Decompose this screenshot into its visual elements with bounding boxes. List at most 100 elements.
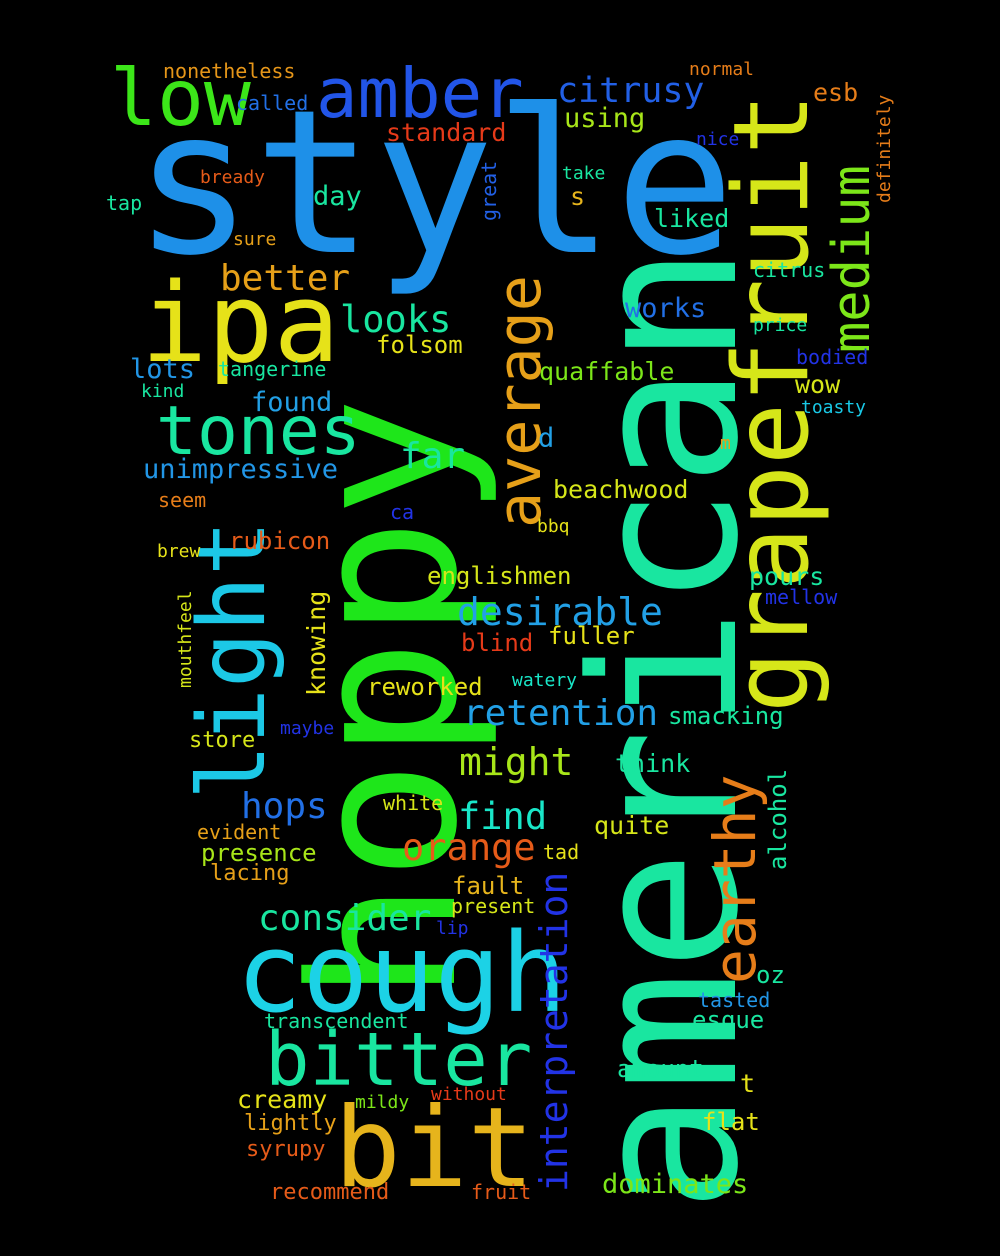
word-interpretation: interpretation: [532, 871, 576, 1192]
word-pours: pours: [749, 562, 825, 591]
word-nonetheless: nonetheless: [163, 59, 296, 83]
word-great: great: [477, 160, 501, 221]
word-mouthfeel: mouthfeel: [175, 590, 196, 688]
word-d: d: [538, 423, 555, 454]
word-syrupy: syrupy: [246, 1137, 326, 1162]
word-rubicon: rubicon: [229, 527, 331, 555]
word-present: present: [451, 894, 536, 918]
word-oz: oz: [756, 961, 785, 989]
word-citrus: citrus: [753, 258, 826, 282]
word-seem: seem: [158, 488, 207, 512]
word-fault: fault: [452, 872, 525, 900]
word-take: take: [562, 163, 606, 184]
word-desirable: desirable: [457, 590, 663, 634]
word-esque: esque: [692, 1006, 765, 1034]
word-unimpressive: unimpressive: [143, 454, 339, 485]
word-blind: blind: [461, 629, 534, 657]
word-smacking: smacking: [668, 702, 784, 730]
word-nice: nice: [696, 129, 740, 150]
word-cough: cough: [236, 909, 568, 1037]
word-amber: amber: [316, 54, 524, 134]
word-lightly: lightly: [244, 1111, 337, 1136]
word-mellow: mellow: [765, 585, 838, 609]
word-bodied: bodied: [796, 345, 869, 369]
word-t: t: [740, 1069, 756, 1098]
word-recommend: recommend: [270, 1180, 390, 1205]
word-brew: brew: [157, 541, 201, 562]
word-citrusy: citrusy: [557, 71, 705, 111]
word-englishmen: englishmen: [427, 562, 572, 590]
word-day: day: [313, 181, 362, 212]
word-ca: ca: [390, 500, 415, 524]
word-dominates: dominates: [602, 1169, 749, 1200]
word-store: store: [189, 728, 256, 753]
word-retention: retention: [463, 693, 659, 734]
word-creamy: creamy: [237, 1085, 328, 1114]
word-m: m: [720, 433, 731, 454]
word-bbq: bbq: [537, 516, 570, 537]
word-works: works: [625, 293, 707, 324]
word-fuller: fuller: [548, 622, 635, 650]
word-far: far: [400, 436, 466, 477]
word-definitely: definitely: [874, 94, 895, 203]
word-presence: presence: [201, 839, 317, 867]
word-normal: normal: [689, 59, 755, 80]
word-evident: evident: [197, 820, 282, 844]
word-mildy: mildy: [355, 1092, 410, 1113]
word-tasted: tasted: [698, 988, 771, 1012]
word-amount: amount: [617, 1055, 704, 1083]
word-maybe: maybe: [280, 718, 335, 739]
word-better: better: [220, 258, 351, 299]
word-low: low: [110, 54, 251, 144]
word-quite: quite: [594, 811, 670, 840]
word-reworked: reworked: [367, 673, 483, 701]
word-consider: consider: [258, 898, 432, 939]
word-looks: looks: [340, 298, 452, 341]
word-standard: standard: [386, 118, 507, 147]
word-folsom: folsom: [376, 331, 463, 359]
word-tangerine: tangerine: [218, 357, 327, 381]
word-watery: watery: [512, 670, 578, 691]
word-find: find: [458, 795, 548, 838]
word-liked: liked: [654, 204, 730, 233]
word-alcohol: alcohol: [764, 768, 792, 870]
word-lip: lip: [436, 918, 469, 939]
word-beachwood: beachwood: [553, 475, 689, 504]
word-think: think: [615, 749, 691, 778]
word-sure: sure: [233, 229, 277, 250]
word-using: using: [564, 103, 646, 134]
word-bready: bready: [200, 167, 266, 188]
word-light: light: [178, 520, 286, 800]
word-tones: tones: [156, 392, 361, 471]
word-called: called: [236, 91, 309, 115]
word-wow: wow: [795, 370, 841, 399]
word-esb: esb: [813, 78, 859, 107]
word-tad: tad: [543, 840, 580, 864]
word-found: found: [251, 387, 333, 418]
word-price: price: [753, 315, 808, 336]
word-bitter: bitter: [265, 1017, 533, 1103]
word-knowing: knowing: [302, 590, 331, 696]
word-flat: flat: [702, 1108, 760, 1136]
word-orange: orange: [402, 826, 536, 869]
word-might: might: [459, 740, 574, 784]
word-average: average: [485, 275, 555, 528]
word-hops: hops: [241, 786, 328, 827]
word-transcendent: transcendent: [264, 1009, 409, 1033]
word-medium: medium: [822, 165, 882, 353]
word-tap: tap: [106, 191, 143, 215]
word-style: style: [133, 67, 736, 300]
word-ipa: ipa: [141, 259, 340, 387]
word-lots: lots: [130, 354, 196, 385]
word-toasty: toasty: [801, 397, 867, 418]
word-kind: kind: [141, 381, 185, 402]
word-earthy: earthy: [701, 774, 769, 984]
word-s: s: [570, 182, 586, 211]
word-without: without: [431, 1084, 507, 1105]
word-bit: bit: [334, 1084, 535, 1213]
word-quaffable: quaffable: [539, 357, 675, 386]
word-fruit: fruit: [471, 1180, 532, 1204]
word-lacing: lacing: [210, 861, 290, 886]
word-white: white: [383, 791, 444, 815]
